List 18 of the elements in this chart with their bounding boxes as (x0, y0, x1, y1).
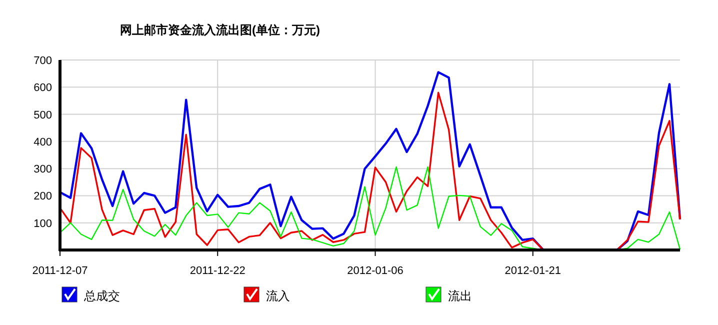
y-tick-label: 400 (34, 136, 52, 148)
x-tick-label: 2012-01-21 (504, 265, 562, 277)
y-tick-label: 100 (34, 218, 52, 230)
x-tick-label: 2011-12-22 (190, 265, 246, 277)
y-tick-label: 500 (34, 109, 52, 122)
y-tick-label: 300 (34, 164, 52, 176)
legend-label: 总成交 (83, 289, 120, 303)
y-tick-label: 200 (34, 190, 52, 203)
y-tick-label: 700 (34, 55, 52, 67)
legend-item: 流入 (244, 286, 290, 303)
chart-title: 网上邮市资金流入流出图(单位：万元) (120, 23, 320, 37)
x-tick-label: 2011-12-07 (32, 265, 88, 277)
legend-label: 流入 (266, 289, 290, 303)
y-tick-label: 600 (34, 82, 52, 94)
legend-label: 流出 (448, 289, 472, 303)
x-tick-label: 2012-01-06 (347, 265, 404, 277)
legend-item: 流出 (426, 286, 472, 303)
legend-item: 总成交 (62, 286, 120, 303)
